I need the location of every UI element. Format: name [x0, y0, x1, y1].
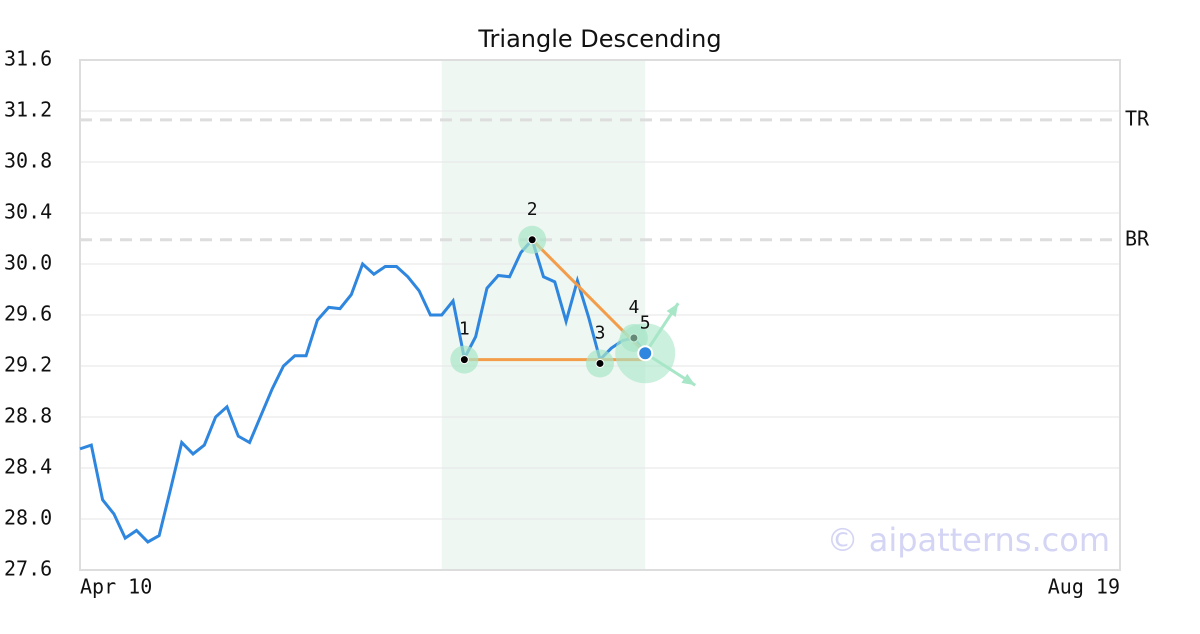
y-tick-label: 30.0	[4, 251, 52, 275]
y-tick-label: 30.4	[4, 200, 52, 224]
point-label: 4	[628, 297, 639, 318]
arrow-head	[666, 303, 679, 318]
point-label: 5	[640, 312, 651, 333]
pattern-point	[637, 345, 654, 362]
x-tick-label: Aug 19	[1048, 575, 1120, 599]
x-tick-label: Apr 10	[80, 575, 152, 599]
y-tick-label: 31.2	[4, 98, 52, 122]
y-tick-label: 27.6	[4, 557, 52, 581]
point-label: 3	[595, 322, 606, 343]
y-tick-label: 30.8	[4, 149, 52, 173]
point-label: 2	[527, 199, 538, 220]
reference-label: BR	[1125, 226, 1150, 250]
chart-title: Triangle Descending	[477, 25, 721, 53]
y-tick-label: 29.2	[4, 353, 52, 377]
pattern-point	[459, 355, 469, 365]
reference-label: TR	[1125, 106, 1150, 130]
y-tick-label: 28.8	[4, 404, 52, 428]
y-tick-label: 31.6	[4, 47, 52, 71]
point-label: 1	[459, 319, 470, 340]
y-tick-label: 28.0	[4, 506, 52, 530]
plot-frame	[79, 59, 1121, 571]
arrow-head	[681, 373, 696, 386]
pattern-point	[595, 358, 605, 368]
y-tick-label: 29.6	[4, 302, 52, 326]
price-line	[79, 236, 647, 544]
y-tick-label: 28.4	[4, 455, 52, 479]
pattern-point	[527, 235, 537, 245]
watermark: © aipatterns.com	[827, 521, 1110, 559]
